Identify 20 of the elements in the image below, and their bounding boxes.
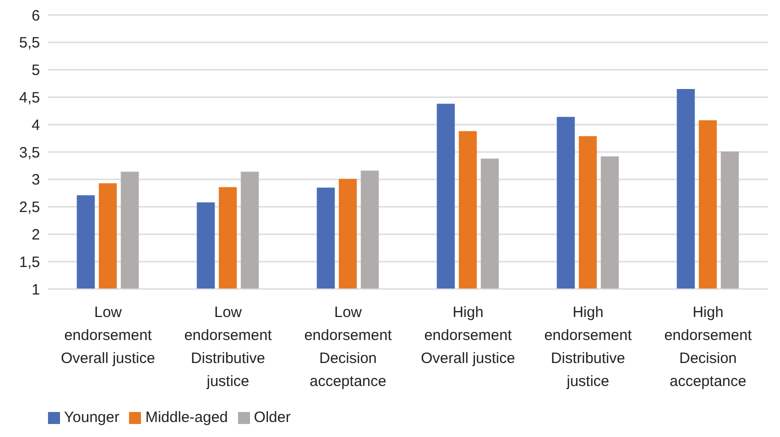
y-tick-label: 5,5 [19,34,40,52]
y-tick-label: 2,5 [19,199,40,216]
legend-label: Younger [64,409,120,426]
legend-label: Middle-aged [145,409,228,426]
x-tick-label: Low endorsement Decision acceptance [304,304,393,390]
y-tick-label: 3,5 [19,144,40,162]
legend-label: Older [254,409,291,426]
x-tick-label: High endorsement Overall justice [420,304,516,367]
y-tick-label: 1,5 [19,254,40,271]
x-tick-label: Low endorsement Overall justice [60,304,156,367]
y-tick-label: 1 [32,281,40,298]
y-tick-label: 5 [32,62,40,80]
y-tick-label: 2 [32,226,40,244]
x-tick-label: High endorsement Distributive justice [544,304,633,390]
y-tick-label: 4 [32,116,40,134]
x-tick-label: Low endorsement Distributive justice [184,304,273,390]
x-tick-label: High endorsement Decision acceptance [664,304,753,390]
y-tick-label: 3 [32,172,40,189]
y-tick-label: 4,5 [19,90,40,107]
y-tick-label: 6 [32,7,40,24]
